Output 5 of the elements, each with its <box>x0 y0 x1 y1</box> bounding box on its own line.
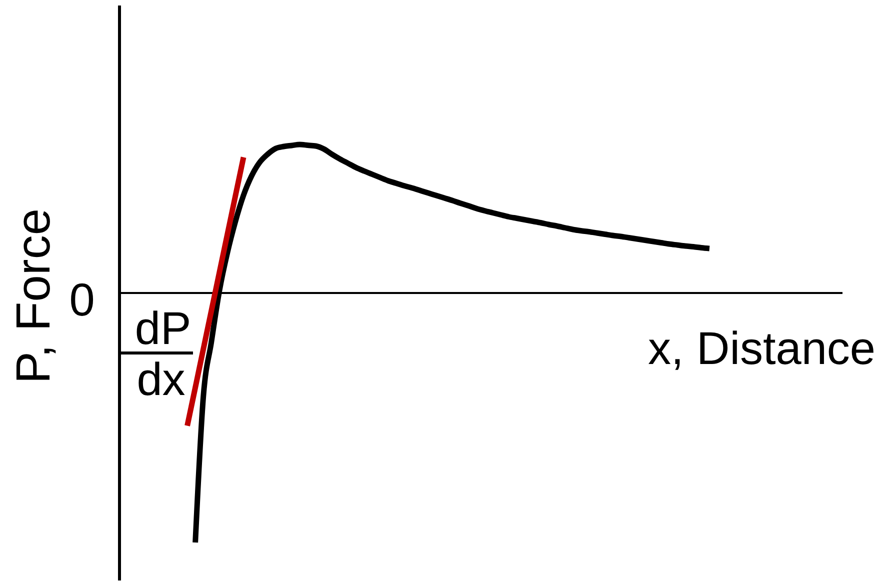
annotation: dP <box>134 302 192 354</box>
annotation: dx <box>136 353 186 405</box>
y-axis-title: P, Force <box>8 208 60 384</box>
x-axis-title: x, Distance <box>648 322 876 374</box>
text: 0 <box>69 274 95 326</box>
